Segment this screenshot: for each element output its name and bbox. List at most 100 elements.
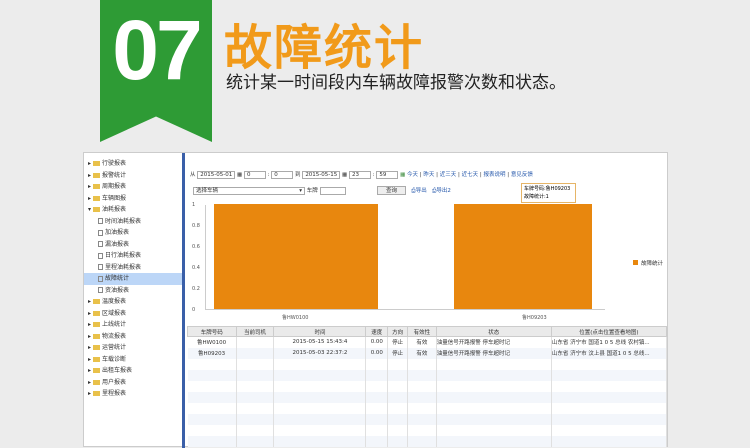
to-date-input[interactable]: 2015-05-15 xyxy=(302,170,341,179)
vehicle-select[interactable]: 选择车辆 ▾ xyxy=(193,186,305,195)
quick-link[interactable]: 昨天 xyxy=(423,172,435,178)
from-date-input[interactable]: 2015-05-01 xyxy=(197,170,236,179)
table-cell xyxy=(387,391,408,403)
sidebar-item[interactable]: 故障统计 xyxy=(84,273,182,285)
table-cell xyxy=(273,380,367,392)
table-cell xyxy=(236,424,275,436)
column-header[interactable]: 车牌号码 xyxy=(187,326,237,337)
quick-link[interactable]: 报表说明 xyxy=(483,172,506,178)
table-row[interactable]: 鲁HW0100 2015-05-15 15:43:4 0.00 停止 有效 油量信号开路报… xyxy=(187,336,668,348)
sidebar-item[interactable]: 里程油耗报表 xyxy=(84,262,182,274)
page-title: 故障统计 xyxy=(224,20,425,76)
table-cell xyxy=(436,391,552,403)
table-cell xyxy=(436,358,552,370)
sidebar-item[interactable]: 时间油耗报表 xyxy=(84,216,182,228)
folder-icon xyxy=(93,184,101,189)
expand-icon: ▸ xyxy=(88,344,92,351)
folder-icon xyxy=(93,310,101,316)
table-row[interactable] xyxy=(187,424,668,436)
table-cell xyxy=(387,402,408,414)
quick-link[interactable]: 近七天 xyxy=(461,172,479,178)
table-cell: 鲁H09203 xyxy=(187,347,237,359)
table-cell: 油量信号开路报警 停车超时记 xyxy=(436,347,552,359)
table-cell xyxy=(436,413,552,425)
table-row[interactable] xyxy=(187,369,668,381)
table-cell: 0.00 xyxy=(365,336,389,348)
from-min-input[interactable]: 0 xyxy=(271,170,294,179)
sidebar-item[interactable]: ▸ 周期报表 xyxy=(88,183,127,190)
sidebar-item[interactable]: 日行油耗报表 xyxy=(84,250,182,262)
expand-icon: ▸ xyxy=(88,160,92,167)
table-row[interactable] xyxy=(187,380,668,392)
sidebar-item[interactable]: ▸ 出租车报表 xyxy=(88,367,133,374)
sidebar-item[interactable]: ▸ 报警统计 xyxy=(88,171,127,179)
table-cell: 有效 xyxy=(407,336,437,348)
table-cell xyxy=(407,391,437,403)
folder-icon xyxy=(93,161,101,166)
table-row[interactable] xyxy=(187,413,668,425)
column-header[interactable]: 位置(点击位置查看地图) xyxy=(550,326,668,337)
export-button[interactable]: ⎙导出 xyxy=(411,188,427,194)
column-header[interactable]: 方向 xyxy=(387,326,408,337)
bar[interactable] xyxy=(454,204,592,309)
export2-button[interactable]: ⎙导出2 xyxy=(431,188,451,194)
bar[interactable] xyxy=(214,204,378,309)
folder-icon xyxy=(93,172,101,178)
column-header[interactable]: 有效性 xyxy=(406,326,437,337)
table-cell: 停止 xyxy=(387,336,408,348)
folder-icon xyxy=(93,195,101,201)
sidebar-item[interactable]: ▸ 区域报表 xyxy=(88,309,127,317)
sidebar-splitter[interactable] xyxy=(182,153,185,448)
sidebar-item[interactable]: ▸ 运营统计 xyxy=(88,344,127,351)
column-header[interactable]: 状态 xyxy=(435,326,552,337)
column-header[interactable]: 速度 xyxy=(365,326,389,337)
table-cell xyxy=(365,380,389,392)
sidebar-item[interactable]: ▸ 车辆图报 xyxy=(88,194,127,202)
sidebar-item[interactable]: 资油报表 xyxy=(84,285,182,297)
table-row[interactable] xyxy=(187,402,668,414)
table-row[interactable] xyxy=(187,435,668,447)
table-row[interactable] xyxy=(187,358,668,370)
table-cell xyxy=(551,369,668,381)
table-cell xyxy=(187,435,237,447)
folder-icon xyxy=(93,322,101,327)
expand-icon: ▸ xyxy=(88,309,92,317)
table-cell: 2015-05-15 15:43:4 xyxy=(273,336,367,348)
to-hour-input[interactable]: 23 xyxy=(348,170,371,179)
document-icon xyxy=(98,275,103,282)
sidebar-item[interactable]: ▾ 油耗报表 xyxy=(88,206,127,213)
table-cell xyxy=(387,424,408,436)
to-min-input[interactable]: 59 xyxy=(376,170,399,179)
sidebar-item[interactable]: ▸ 用户报表 xyxy=(88,378,127,386)
table-cell xyxy=(187,413,237,425)
column-header[interactable]: 时间 xyxy=(273,326,367,337)
sidebar-item[interactable]: ▸ 上线统计 xyxy=(88,321,127,328)
y-tick-label: 0.6 xyxy=(192,244,200,250)
table-cell: 有效 xyxy=(407,347,437,359)
sidebar-item[interactable]: ▸ 车载诊断 xyxy=(88,355,127,363)
sidebar-item[interactable]: 加油报表 xyxy=(84,227,182,239)
sidebar-item[interactable]: ▸ 里程报表 xyxy=(88,390,127,397)
sidebar-item[interactable]: ▸ 物流报表 xyxy=(88,332,127,340)
plate-label: 车牌 xyxy=(306,188,318,194)
sidebar-item[interactable]: 漏油报表 xyxy=(84,239,182,251)
quick-link[interactable]: 意见反馈 xyxy=(510,172,533,178)
sidebar-item[interactable]: ▸ 温度报表 xyxy=(88,298,127,305)
query-button[interactable]: 查询 xyxy=(377,186,407,195)
quick-link[interactable]: 今天 xyxy=(407,172,419,178)
quick-link[interactable]: 近三天 xyxy=(439,172,457,178)
chart-legend: 故障统计 xyxy=(633,259,663,267)
table-row[interactable]: 鲁H09203 2015-05-03 22:37:2 0.00 停止 有效 油量信号开路报… xyxy=(187,347,668,359)
table-cell xyxy=(436,380,552,392)
table-cell xyxy=(273,413,367,425)
calendar-icon[interactable]: ▦ xyxy=(400,172,406,178)
column-header[interactable]: 当前司机 xyxy=(235,326,275,337)
from-hour-input[interactable]: 0 xyxy=(243,170,266,179)
table-cell xyxy=(365,435,389,447)
table-cell xyxy=(236,358,275,370)
plate-input[interactable] xyxy=(319,186,346,195)
table-cell: 停止 xyxy=(387,347,408,359)
sidebar-item[interactable]: ▸ 行驶报表 xyxy=(88,160,127,167)
table-row[interactable] xyxy=(187,391,668,403)
expand-icon: ▸ xyxy=(88,321,92,328)
